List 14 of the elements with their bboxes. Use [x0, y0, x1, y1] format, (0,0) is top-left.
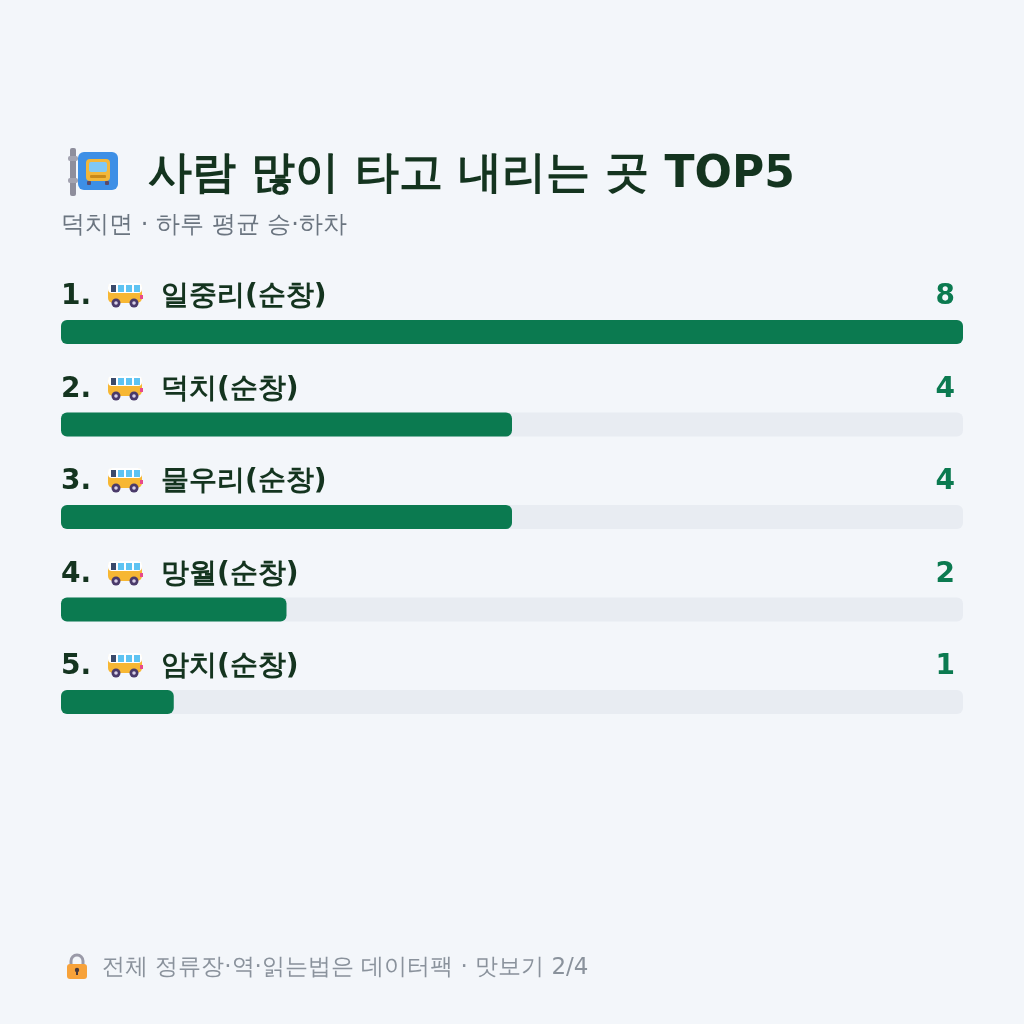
category-label: 1. 일중리(순창): [61, 278, 327, 311]
chart-subtitle: 덕치면 · 하루 평균 승·하차: [61, 209, 347, 239]
category-label: 4. 망월(순창): [61, 555, 299, 589]
data-label: 2: [935, 554, 955, 591]
bar: [61, 690, 174, 714]
data-label: 4: [935, 462, 955, 498]
chart-title: 사람 많이 타고 내리는 곳 TOP5: [148, 144, 795, 199]
text: 전체 정류장·역·읽는법은 데이터팩 · 맛보기 2/4: [102, 952, 589, 981]
data-label: 8: [935, 277, 955, 313]
category-label: 3. 물우리(순창): [61, 463, 327, 496]
category-label: 5. 암치(순창): [61, 648, 299, 681]
category-label: 2. 덕치(순창): [61, 370, 299, 404]
data-label: 4: [935, 369, 955, 406]
data-label: 1: [935, 647, 955, 683]
